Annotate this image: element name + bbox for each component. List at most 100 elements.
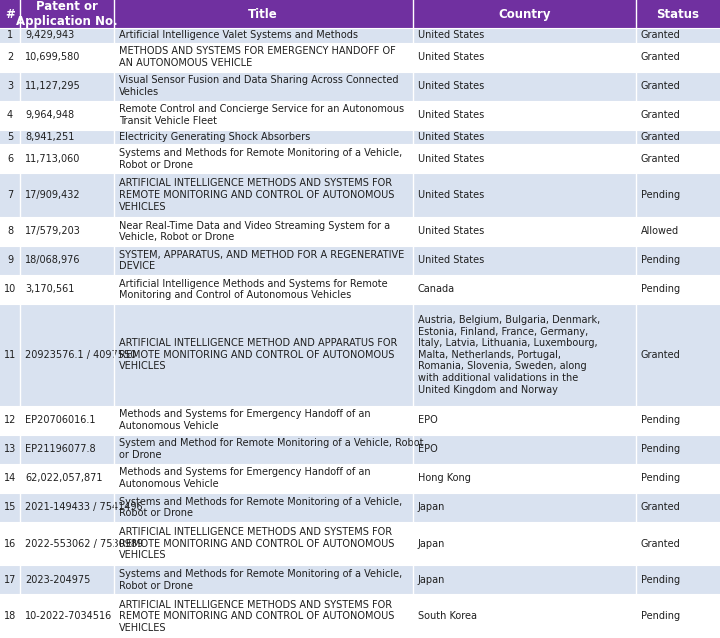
Text: 7: 7: [7, 190, 13, 200]
Text: 62,022,057,871: 62,022,057,871: [25, 473, 103, 483]
Text: ARTIFICIAL INTELLIGENCE METHODS AND SYSTEMS FOR
REMOTE MONITORING AND CONTROL OF: ARTIFICIAL INTELLIGENCE METHODS AND SYST…: [119, 527, 394, 560]
Text: United States: United States: [418, 52, 484, 62]
Text: South Korea: South Korea: [418, 611, 477, 621]
Text: Granted: Granted: [641, 154, 680, 164]
Bar: [0, 174, 720, 217]
Bar: [0, 434, 720, 464]
Text: United States: United States: [418, 31, 484, 40]
Text: 12: 12: [4, 415, 17, 425]
Bar: [0, 464, 720, 493]
Text: #: #: [5, 8, 15, 20]
Text: 8,941,251: 8,941,251: [25, 132, 75, 142]
Bar: [0, 71, 720, 101]
Bar: [0, 246, 720, 275]
Bar: [0, 217, 720, 246]
Text: Pending: Pending: [641, 611, 680, 621]
Text: 5: 5: [7, 132, 13, 142]
Text: Electricity Generating Shock Absorbers: Electricity Generating Shock Absorbers: [119, 132, 310, 142]
Bar: [0, 144, 720, 174]
Text: 11,713,060: 11,713,060: [25, 154, 81, 164]
Text: Granted: Granted: [641, 350, 680, 360]
Text: 9,964,948: 9,964,948: [25, 110, 74, 120]
Text: United States: United States: [418, 190, 484, 200]
Bar: [0, 28, 720, 43]
Bar: [0, 275, 720, 304]
Text: Artificial Intelligence Methods and Systems for Remote
Monitoring and Control of: Artificial Intelligence Methods and Syst…: [119, 279, 387, 300]
Text: Granted: Granted: [641, 52, 680, 62]
Text: System and Method for Remote Monitoring of a Vehicle, Robot
or Drone: System and Method for Remote Monitoring …: [119, 438, 423, 460]
Text: Methods and Systems for Emergency Handoff of an
Autonomous Vehicle: Methods and Systems for Emergency Handof…: [119, 468, 370, 489]
Text: 20923576.1 / 4097550: 20923576.1 / 4097550: [25, 350, 137, 360]
Text: Pending: Pending: [641, 473, 680, 483]
Text: Pending: Pending: [641, 190, 680, 200]
Text: Country: Country: [498, 8, 550, 20]
Text: 10-2022-7034516: 10-2022-7034516: [25, 611, 112, 621]
Text: 14: 14: [4, 473, 17, 483]
Text: Granted: Granted: [641, 81, 680, 91]
Text: 1: 1: [7, 31, 13, 40]
Text: 2021-149433 / 7541496: 2021-149433 / 7541496: [25, 502, 143, 512]
Bar: [0, 304, 720, 406]
Text: United States: United States: [418, 255, 484, 265]
Text: 13: 13: [4, 444, 17, 454]
Text: Pending: Pending: [641, 575, 680, 585]
Text: Systems and Methods for Remote Monitoring of a Vehicle,
Robot or Drone: Systems and Methods for Remote Monitorin…: [119, 148, 402, 170]
Text: Pending: Pending: [641, 444, 680, 454]
Text: 2: 2: [7, 52, 13, 62]
Text: 2023-204975: 2023-204975: [25, 575, 91, 585]
Text: United States: United States: [418, 132, 484, 142]
Text: Japan: Japan: [418, 538, 445, 549]
Text: EPO: EPO: [418, 415, 437, 425]
Text: Remote Control and Concierge Service for an Autonomous
Transit Vehicle Fleet: Remote Control and Concierge Service for…: [119, 105, 404, 126]
Text: 11,127,295: 11,127,295: [25, 81, 81, 91]
Bar: [0, 565, 720, 595]
Text: Pending: Pending: [641, 415, 680, 425]
Text: 17: 17: [4, 575, 17, 585]
Text: Pending: Pending: [641, 285, 680, 295]
Text: 2022-553062 / 7530989: 2022-553062 / 7530989: [25, 538, 143, 549]
Text: United States: United States: [418, 110, 484, 120]
Text: Granted: Granted: [641, 538, 680, 549]
Bar: [0, 130, 720, 144]
Text: United States: United States: [418, 81, 484, 91]
Text: United States: United States: [418, 154, 484, 164]
Text: Japan: Japan: [418, 575, 445, 585]
Text: 4: 4: [7, 110, 13, 120]
Text: 9: 9: [7, 255, 13, 265]
Text: 3: 3: [7, 81, 13, 91]
Text: Hong Kong: Hong Kong: [418, 473, 470, 483]
Text: Japan: Japan: [418, 502, 445, 512]
Text: United States: United States: [418, 226, 484, 237]
Text: Canada: Canada: [418, 285, 455, 295]
Bar: [0, 406, 720, 434]
Text: METHODS AND SYSTEMS FOR EMERGENCY HANDOFF OF
AN AUTONOMOUS VEHICLE: METHODS AND SYSTEMS FOR EMERGENCY HANDOF…: [119, 47, 395, 68]
Text: Granted: Granted: [641, 502, 680, 512]
Text: SYSTEM, APPARATUS, AND METHOD FOR A REGENERATIVE
DEVICE: SYSTEM, APPARATUS, AND METHOD FOR A REGE…: [119, 249, 404, 271]
Text: Artificial Intelligence Valet Systems and Methods: Artificial Intelligence Valet Systems an…: [119, 31, 358, 40]
Text: 11: 11: [4, 350, 17, 360]
Bar: [0, 101, 720, 130]
Bar: [0, 43, 720, 71]
Text: ARTIFICIAL INTELLIGENCE METHODS AND SYSTEMS FOR
REMOTE MONITORING AND CONTROL OF: ARTIFICIAL INTELLIGENCE METHODS AND SYST…: [119, 179, 394, 212]
Text: 8: 8: [7, 226, 13, 237]
Text: 15: 15: [4, 502, 17, 512]
Text: Visual Sensor Fusion and Data Sharing Across Connected
Vehicles: Visual Sensor Fusion and Data Sharing Ac…: [119, 75, 398, 97]
Text: 10: 10: [4, 285, 17, 295]
Text: Title: Title: [248, 8, 278, 20]
Bar: [0, 493, 720, 522]
Text: 17/909,432: 17/909,432: [25, 190, 81, 200]
Text: 18/068,976: 18/068,976: [25, 255, 81, 265]
Text: EP20706016.1: EP20706016.1: [25, 415, 96, 425]
Bar: [0, 595, 720, 638]
Text: 17/579,203: 17/579,203: [25, 226, 81, 237]
Text: Granted: Granted: [641, 110, 680, 120]
Text: Granted: Granted: [641, 132, 680, 142]
Text: Patent or
Application No.: Patent or Application No.: [16, 0, 118, 28]
Text: Allowed: Allowed: [641, 226, 679, 237]
Text: Methods and Systems for Emergency Handoff of an
Autonomous Vehicle: Methods and Systems for Emergency Handof…: [119, 410, 370, 431]
Text: Pending: Pending: [641, 255, 680, 265]
Text: ARTIFICIAL INTELLIGENCE METHOD AND APPARATUS FOR
REMOTE MONITORING AND CONTROL O: ARTIFICIAL INTELLIGENCE METHOD AND APPAR…: [119, 338, 397, 371]
Bar: [0, 0, 720, 28]
Text: EP21196077.8: EP21196077.8: [25, 444, 96, 454]
Text: 3,170,561: 3,170,561: [25, 285, 75, 295]
